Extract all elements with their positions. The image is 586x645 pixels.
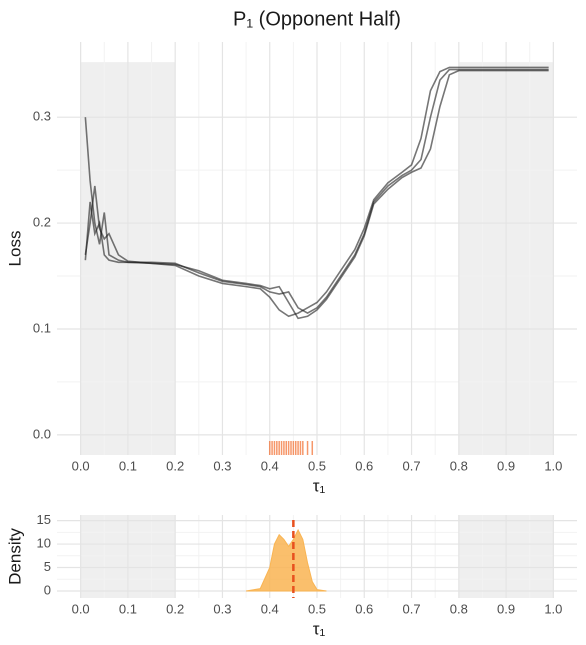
x-tick-label: 0.6 <box>355 458 373 473</box>
x-tick-label: 0.2 <box>166 601 184 616</box>
x-tick-label: 0.8 <box>450 601 468 616</box>
y-tick-label: 0 <box>44 582 51 597</box>
loss-line <box>84 69 549 320</box>
x-tick-label: 0.5 <box>308 458 326 473</box>
x-tick-label: 0.3 <box>213 601 231 616</box>
y-tick-label: 0.2 <box>33 215 51 230</box>
density-area <box>246 528 327 592</box>
x-tick-label: 0.5 <box>308 601 326 616</box>
x-tick-label: 0.7 <box>403 601 421 616</box>
x-tick-label: 0.0 <box>72 601 90 616</box>
x-tick-label: 0.8 <box>450 458 468 473</box>
loss-line <box>84 66 549 318</box>
x-tick-label: 0.0 <box>72 458 90 473</box>
x-tick-label: 0.9 <box>497 458 515 473</box>
y-axis-label: Loss <box>5 231 24 267</box>
chart-title: P₁ (Opponent Half) <box>233 8 401 30</box>
x-tick-label: 0.1 <box>119 458 137 473</box>
x-axis-label: τ₁ <box>313 476 326 495</box>
y-axis-label: Density <box>5 528 24 585</box>
y-tick-label: 10 <box>37 536 51 551</box>
x-tick-label: 1.0 <box>544 601 562 616</box>
x-tick-label: 0.3 <box>213 458 231 473</box>
y-tick-label: 0.0 <box>33 426 51 441</box>
x-tick-label: 0.7 <box>403 458 421 473</box>
y-tick-label: 15 <box>37 512 51 527</box>
x-tick-label: 0.2 <box>166 458 184 473</box>
y-tick-label: 0.3 <box>33 109 51 124</box>
y-tick-label: 0.1 <box>33 320 51 335</box>
loss-line <box>84 68 549 315</box>
x-axis-label: τ₁ <box>313 619 326 638</box>
x-tick-label: 1.0 <box>544 458 562 473</box>
x-tick-label: 0.4 <box>261 458 279 473</box>
x-tick-label: 0.9 <box>497 601 515 616</box>
x-tick-label: 0.4 <box>261 601 279 616</box>
y-tick-label: 5 <box>44 559 51 574</box>
x-tick-label: 0.1 <box>119 601 137 616</box>
x-tick-label: 0.6 <box>355 601 373 616</box>
